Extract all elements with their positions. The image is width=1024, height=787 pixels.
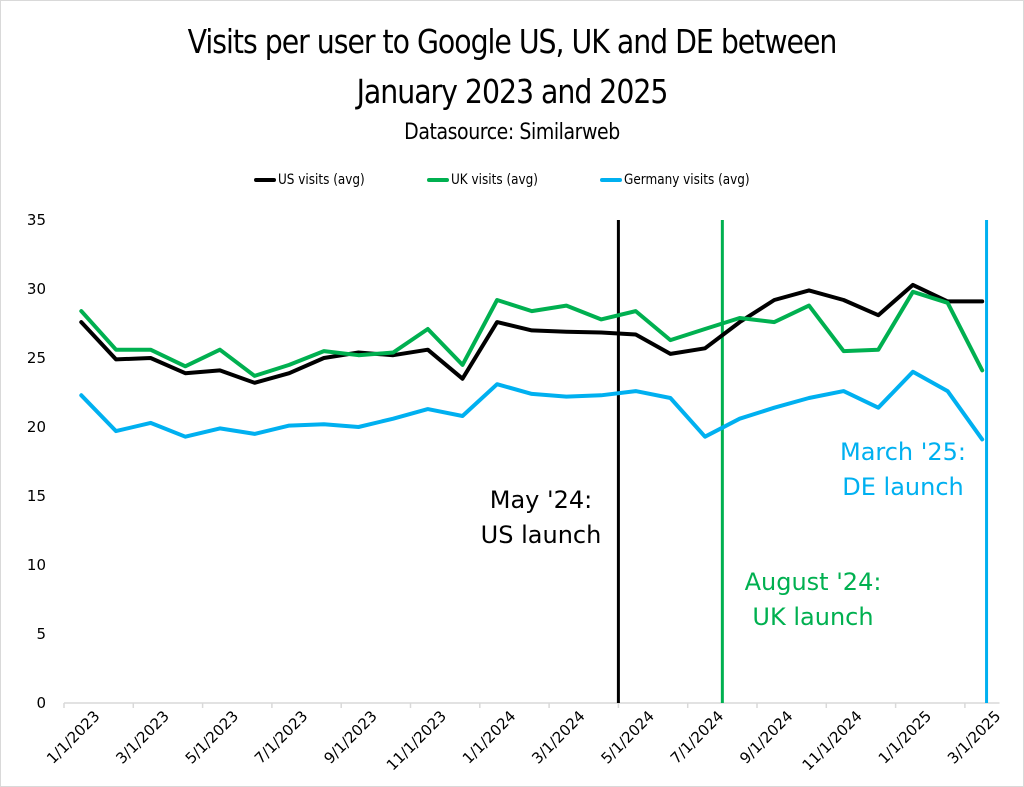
- legend-swatch-de: [599, 178, 622, 182]
- legend-label-uk: UK visits (avg): [450, 172, 538, 188]
- x-tick-label: 9/1/2024: [736, 707, 796, 767]
- series-line-de: [79, 369, 985, 442]
- x-tick-label: 5/1/2024: [598, 707, 658, 767]
- y-tick-label: 0: [36, 694, 46, 712]
- x-tick-label: 1/1/2023: [43, 707, 103, 767]
- chart-subtitle: Datasource: Similarweb: [404, 120, 620, 145]
- y-tick-label: 20: [27, 418, 46, 436]
- legend-item-de: Germany visits (avg): [599, 172, 770, 188]
- x-tick-label: 1/1/2024: [459, 707, 519, 767]
- x-tick-label: 3/1/2025: [944, 707, 1004, 767]
- launch-annotation-text: UK launch: [752, 603, 873, 631]
- x-tick-label: 11/1/2024: [799, 707, 866, 774]
- legend-item-uk: UK visits (avg): [426, 172, 552, 188]
- y-tick-label: 25: [27, 349, 46, 367]
- y-tick-label: 5: [36, 625, 46, 643]
- launch-annotation-text: August '24:: [745, 568, 882, 596]
- series-line-uk: [79, 289, 985, 378]
- x-tick-label: 11/1/2023: [383, 707, 450, 774]
- legend-swatch-us: [253, 178, 276, 182]
- launch-annotation-text: DE launch: [842, 473, 963, 501]
- legend-label-de: Germany visits (avg): [623, 172, 750, 188]
- launch-annotation-text: US launch: [481, 521, 602, 549]
- x-tick-label: 9/1/2023: [320, 707, 380, 767]
- legend-item-us: US visits (avg): [253, 172, 379, 188]
- y-tick-label: 35: [27, 211, 46, 229]
- chart-title-line-2: January 2023 and 2025: [356, 72, 669, 111]
- x-tick-label: 5/1/2023: [182, 707, 242, 767]
- launch-annotation-text: March '25:: [840, 438, 966, 466]
- x-tick-label: 3/1/2023: [112, 707, 172, 767]
- y-tick-label: 15: [27, 487, 46, 505]
- legend-swatch-uk: [426, 178, 449, 182]
- x-tick-label: 7/1/2023: [251, 707, 311, 767]
- series-line-us: [79, 282, 985, 385]
- chart-title-line-1: Visits per user to Google US, UK and DE …: [187, 22, 838, 61]
- y-tick-label: 30: [27, 280, 46, 298]
- x-tick-label: 3/1/2024: [528, 707, 588, 767]
- legend-label-us: US visits (avg): [277, 172, 365, 188]
- y-tick-label: 10: [27, 556, 46, 574]
- legend: US visits (avg) UK visits (avg) Germany …: [0, 172, 1024, 188]
- x-tick-label: 7/1/2024: [667, 707, 727, 767]
- launch-annotation-text: May '24:: [490, 486, 592, 514]
- x-tick-label: 1/1/2025: [875, 707, 935, 767]
